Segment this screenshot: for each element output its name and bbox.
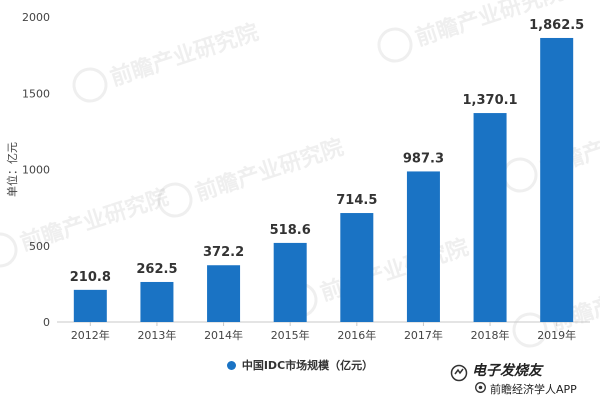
- y-tick-label: 1500: [22, 87, 50, 100]
- x-tick-label: 2019年: [537, 328, 576, 342]
- x-tick-label: 2017年: [404, 328, 443, 342]
- data-label: 262.5: [136, 262, 177, 277]
- data-label: 1,370.1: [463, 93, 518, 108]
- svg-text:前瞻产业研究院: 前瞻产业研究院: [107, 19, 262, 91]
- data-label: 987.3: [403, 151, 444, 166]
- x-tick-label: 2014年: [204, 328, 243, 342]
- bar: [73, 289, 107, 322]
- data-label: 372.2: [203, 245, 244, 260]
- data-labels: 210.8 262.5 372.2 518.6 714.5 987.3 1,370.1 1,8…: [70, 18, 584, 285]
- x-tick-label: 2012年: [71, 328, 110, 342]
- bar: [473, 113, 507, 322]
- y-axis-title: 单位：亿元: [5, 142, 19, 197]
- bar: [406, 171, 440, 322]
- bar: [273, 242, 307, 322]
- data-label: 1,862.5: [529, 18, 584, 33]
- data-label: 714.5: [336, 193, 377, 208]
- watermark-logo: 前瞻产业研究院: [0, 184, 172, 268]
- brand-logo-icon: [450, 364, 468, 382]
- data-label: 518.6: [270, 223, 311, 238]
- bar: [207, 265, 241, 322]
- legend: 中国IDC市场规模（亿元）: [0, 355, 600, 375]
- x-tick-label: 2015年: [271, 328, 310, 342]
- eye-logo-icon: [475, 382, 486, 393]
- legend-swatch: [226, 360, 236, 370]
- source-app-text: 前瞻经济学人APP: [490, 383, 577, 396]
- bar-series: [73, 37, 574, 322]
- watermark-logo: 前瞻产业研究院: [72, 19, 262, 103]
- x-tick-label: 2013年: [137, 328, 176, 342]
- bar: [540, 37, 574, 322]
- data-label: 210.8: [70, 270, 111, 285]
- y-tick-label: 500: [29, 240, 50, 253]
- y-axis: 0 500 1000 1500 2000: [22, 11, 50, 329]
- y-tick-label: 1000: [22, 164, 50, 177]
- x-tick-label: 2018年: [471, 328, 510, 342]
- y-tick-label: 2000: [22, 11, 50, 24]
- legend-label: 中国IDC市场规模（亿元）: [241, 359, 374, 372]
- watermark-logo: 前瞻产业研究院: [157, 134, 347, 218]
- bar: [140, 281, 174, 322]
- x-axis: 2012年 2013年 2014年 2015年 2016年 2017年 2018年 2019年: [57, 321, 590, 342]
- x-tick-label: 2016年: [337, 328, 376, 342]
- watermark-logo: 前瞻产业研究院: [282, 234, 472, 318]
- bar: [340, 213, 374, 322]
- svg-text:前瞻产业研究院: 前瞻产业研究院: [192, 134, 347, 206]
- y-tick-label: 0: [43, 316, 50, 329]
- source-brand-text: 电子发烧友: [472, 363, 542, 379]
- source-watermark: 电子发烧友 前瞻经济学人APP: [448, 360, 598, 398]
